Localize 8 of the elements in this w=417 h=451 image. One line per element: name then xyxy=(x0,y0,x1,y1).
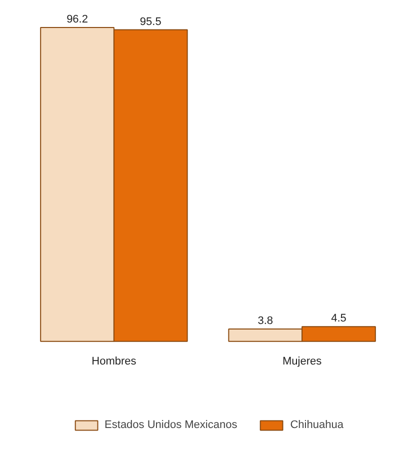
x-tick-label: Mujeres xyxy=(282,355,322,368)
data-label: 96.2 xyxy=(66,13,88,26)
data-label: 3.8 xyxy=(258,314,274,327)
x-tick-label: Hombres xyxy=(92,355,137,368)
legend-label: Estados Unidos Mexicanos xyxy=(104,419,238,431)
data-label: 95.5 xyxy=(140,16,162,28)
legend-label: Chihuahua xyxy=(290,419,344,431)
data-label: 4.5 xyxy=(331,312,346,325)
